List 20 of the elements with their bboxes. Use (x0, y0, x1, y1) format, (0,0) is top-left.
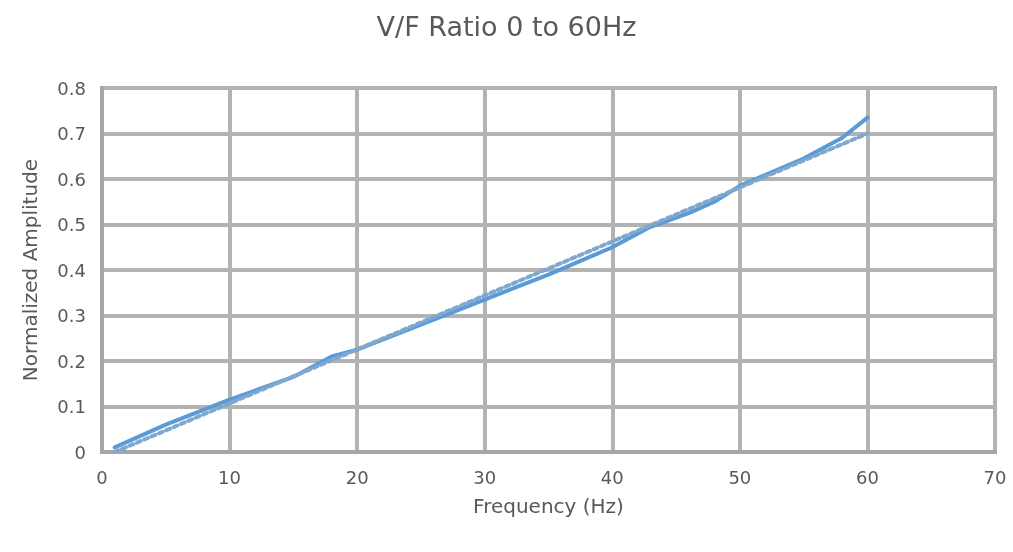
x-tick-label: 40 (600, 466, 624, 488)
y-tick-label: 0.8 (57, 77, 86, 99)
x-tick-label: 30 (473, 466, 497, 488)
x-tick-label: 10 (218, 466, 242, 488)
y-tick-label: 0.7 (57, 123, 86, 144)
x-tick-label: 70 (983, 466, 1007, 488)
y-tick-label: 0.4 (57, 259, 86, 281)
y-tick-label: 0.2 (57, 350, 86, 372)
y-tick-label: 0.3 (57, 305, 86, 326)
x-tick-label: 0 (96, 466, 108, 488)
x-tick-label: 20 (345, 466, 369, 488)
y-tick-label: 0.6 (57, 168, 86, 190)
x-tick-label: 50 (728, 466, 752, 488)
y-tick-label: 0.5 (57, 214, 86, 235)
y-axis-title: Normalized Amplitude (18, 158, 42, 382)
x-tick-label: 60 (855, 466, 879, 488)
y-tick-label: 0 (74, 441, 86, 463)
y-tick-label: 0.1 (57, 396, 86, 417)
x-axis-title: Frequency (Hz) (473, 494, 624, 518)
chart-title: V/F Ratio 0 to 60Hz (376, 11, 637, 42)
